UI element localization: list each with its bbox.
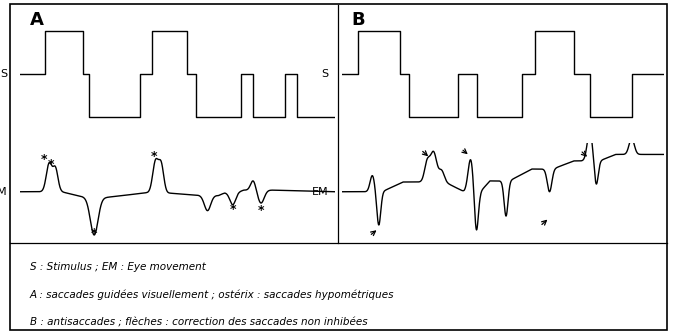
Text: *: *: [40, 153, 47, 166]
Text: S : Stimulus ; EM : Eye movement: S : Stimulus ; EM : Eye movement: [30, 262, 206, 272]
Text: B : antisaccades ; flèches : correction des saccades non inhibées: B : antisaccades ; flèches : correction …: [30, 317, 367, 327]
Text: A : saccades guidées visuellement ; ostérix : saccades hypométriques: A : saccades guidées visuellement ; osté…: [30, 289, 394, 300]
Text: EM: EM: [312, 187, 329, 197]
Text: S: S: [321, 69, 329, 79]
Text: *: *: [47, 158, 54, 171]
Text: *: *: [257, 203, 264, 217]
Text: EM: EM: [0, 187, 7, 197]
Text: *: *: [151, 150, 157, 163]
Text: *: *: [229, 203, 236, 216]
Text: B: B: [351, 11, 365, 29]
Text: *: *: [91, 227, 98, 240]
Text: A: A: [30, 11, 44, 29]
Text: S: S: [1, 69, 7, 79]
